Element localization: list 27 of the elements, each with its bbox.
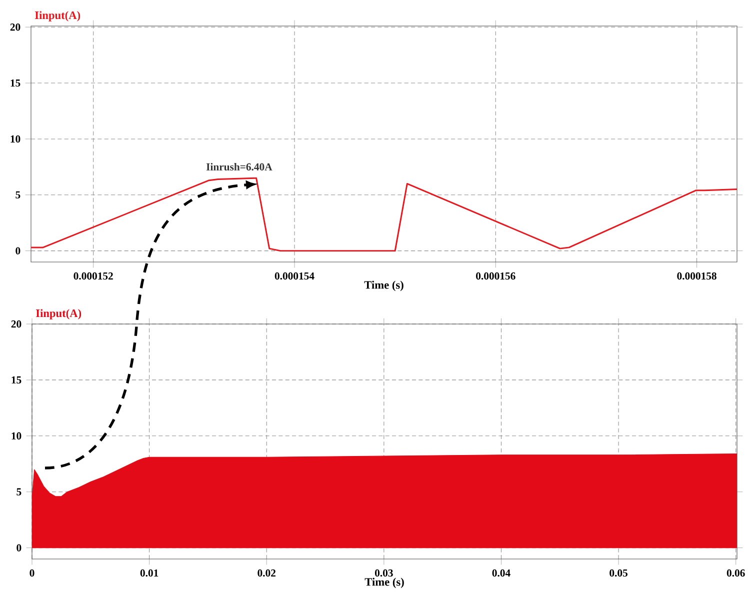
x-tick-label: 0 bbox=[30, 569, 34, 577]
y-axis-title: Iinput(A) bbox=[34, 11, 80, 22]
y-tick-label: 0 bbox=[16, 544, 22, 552]
x-tick-label: 0.05 bbox=[610, 569, 628, 577]
y-axis-title: Iinput(A) bbox=[36, 309, 82, 320]
y-tick-label: 20 bbox=[10, 24, 20, 31]
y-tick-label: 15 bbox=[10, 79, 20, 87]
y-tick-label: 15 bbox=[12, 376, 22, 384]
x-axis-title: Time (s) bbox=[364, 578, 404, 588]
x-tick-label: 0.02 bbox=[258, 569, 276, 577]
y-tick-label: 10 bbox=[10, 135, 20, 143]
y-tick-label: 10 bbox=[12, 432, 22, 440]
y-tick-label: 5 bbox=[16, 191, 20, 198]
x-tick-label: 0.000158 bbox=[677, 272, 716, 280]
x-tick-label: 0.000154 bbox=[274, 272, 314, 280]
y-tick-label: 5 bbox=[16, 488, 22, 496]
annotation: Iinrush=6.40A bbox=[206, 162, 272, 171]
x-axis-title: Time (s) bbox=[364, 280, 404, 292]
x-tick-label: 0.01 bbox=[140, 569, 158, 577]
x-tick-label: 0.03 bbox=[374, 569, 393, 577]
x-tick-label: 0.000156 bbox=[476, 272, 516, 280]
x-tick-label: 0.06 bbox=[726, 569, 745, 577]
line-series bbox=[31, 177, 738, 252]
y-tick-label: 20 bbox=[11, 320, 22, 328]
x-tick-label: 0.000152 bbox=[74, 272, 113, 280]
y-tick-label: 0 bbox=[16, 247, 20, 254]
x-tick-label: 0.04 bbox=[492, 569, 510, 577]
